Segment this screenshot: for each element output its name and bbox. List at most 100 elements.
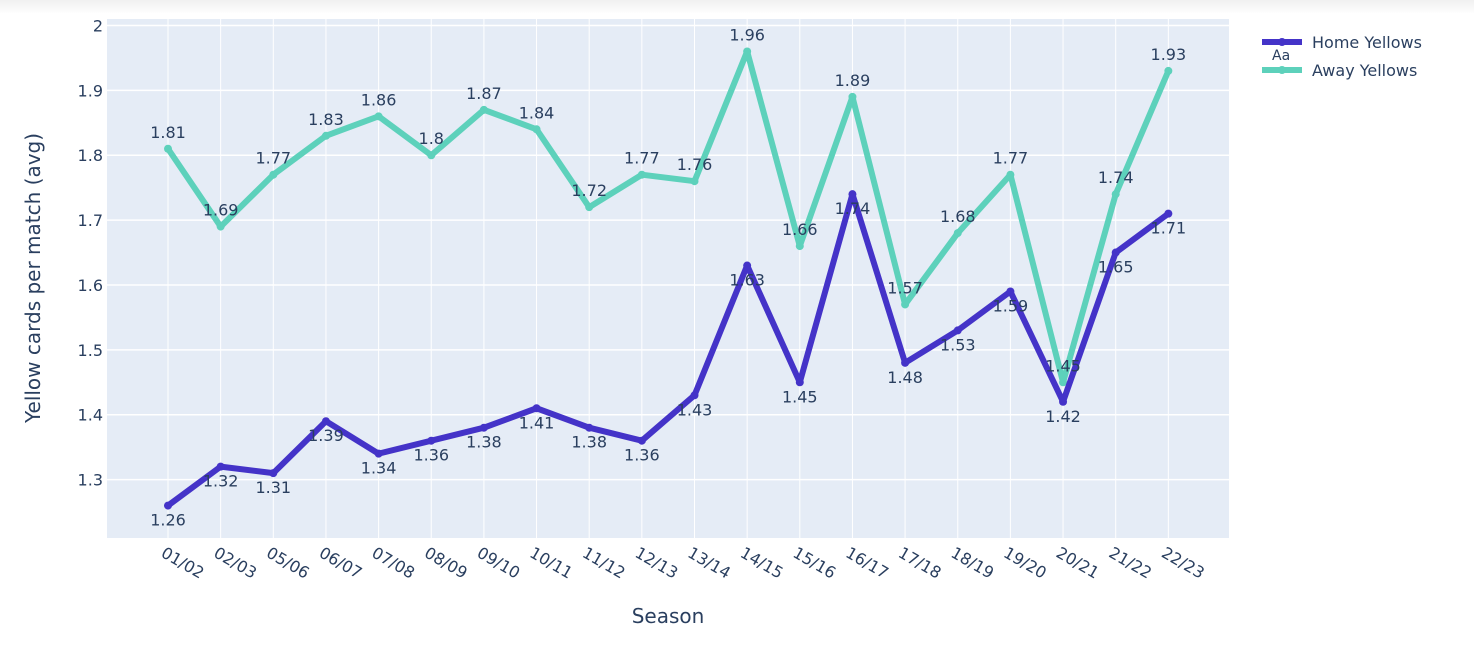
- window-top-bar: [0, 0, 1474, 14]
- legend-label: Away Yellows: [1312, 61, 1417, 80]
- data-label: 1.87: [466, 84, 502, 103]
- data-label: 1.68: [940, 207, 976, 226]
- data-point: [532, 404, 541, 413]
- data-point: [1164, 209, 1173, 218]
- data-label: 1.41: [519, 413, 555, 432]
- data-point: [690, 391, 699, 400]
- data-point: [479, 423, 488, 432]
- y-tick-label: 1.6: [78, 276, 103, 295]
- data-label: 1.26: [150, 511, 186, 530]
- data-point: [743, 47, 752, 56]
- x-tick-label: 08/09: [421, 543, 470, 583]
- x-tick-label: 19/20: [1000, 543, 1049, 583]
- grid-lines: [107, 19, 1229, 538]
- data-point: [1059, 378, 1068, 387]
- data-point: [216, 462, 225, 471]
- data-label: 1.96: [729, 25, 765, 44]
- data-label: 1.81: [150, 123, 186, 142]
- y-tick-label: 1.4: [78, 406, 103, 425]
- y-tick-label: 1.3: [78, 471, 103, 490]
- data-point: [585, 203, 594, 212]
- legend-item-home[interactable]: Home Yellows: [1262, 33, 1422, 52]
- data-label: 1.45: [782, 387, 818, 406]
- x-tick-label: 22/23: [1158, 543, 1207, 583]
- data-point: [427, 436, 436, 445]
- data-label: 1.66: [782, 220, 818, 239]
- y-tick-label: 1.9: [78, 81, 103, 100]
- data-point: [321, 417, 330, 426]
- data-point: [479, 105, 488, 114]
- data-point: [690, 177, 699, 186]
- x-tick-label: 12/13: [632, 543, 681, 583]
- data-point: [427, 151, 436, 160]
- data-point: [164, 501, 172, 510]
- data-label: 1.39: [308, 426, 344, 445]
- y-tick-labels: 1.3 1.4 1.5 1.6 1.7 1.8 1.9 2: [78, 16, 103, 489]
- y-axis-title: Yellow cards per match (avg): [21, 133, 45, 424]
- data-label: 1.59: [993, 296, 1029, 315]
- legend-marker: [1278, 38, 1286, 46]
- x-tick-label: 17/18: [895, 543, 944, 583]
- data-point: [901, 358, 910, 367]
- x-tick-label: 09/10: [474, 543, 523, 583]
- data-point: [374, 449, 383, 458]
- legend-item-away[interactable]: Away Yellows: [1262, 61, 1417, 80]
- data-label: 1.89: [835, 71, 871, 90]
- data-label: 1.42: [1045, 407, 1081, 426]
- data-label: 1.86: [361, 90, 397, 109]
- data-label: 1.53: [940, 335, 976, 354]
- data-label: 1.8: [419, 129, 444, 148]
- data-label: 1.43: [677, 400, 713, 419]
- data-label: 1.63: [729, 271, 765, 290]
- data-label: 1.36: [624, 446, 660, 465]
- data-labels: 1.26 1.32 1.31 1.39 1.34 1.36 1.38 1.41 1.38 1.36…: [150, 25, 1186, 529]
- data-label: 1.32: [203, 472, 239, 491]
- data-point: [321, 131, 330, 140]
- data-point: [795, 242, 804, 251]
- data-label: 1.48: [887, 368, 923, 387]
- series-line-home: [165, 191, 1172, 509]
- data-point: [848, 92, 857, 101]
- x-tick-label: 05/06: [263, 543, 312, 583]
- data-point: [743, 261, 752, 270]
- data-point: [1059, 397, 1068, 406]
- data-point: [1111, 248, 1120, 257]
- x-tick-label: 15/16: [790, 543, 839, 583]
- x-tick-label: 21/22: [1106, 543, 1155, 583]
- data-label: 1.77: [993, 149, 1029, 168]
- x-tick-label: 18/19: [948, 543, 997, 583]
- data-label: 1.84: [519, 103, 555, 122]
- legend-label: Home Yellows: [1312, 33, 1422, 52]
- data-label: 1.57: [887, 278, 923, 297]
- y-tick-label: 1.8: [78, 146, 103, 165]
- data-label: 1.77: [624, 149, 660, 168]
- x-tick-label: 07/08: [369, 543, 418, 583]
- x-tick-label: 06/07: [316, 543, 365, 583]
- data-label: 1.36: [413, 446, 449, 465]
- data-label: 1.74: [1098, 168, 1134, 187]
- y-tick-label: 1.7: [78, 211, 103, 230]
- data-point: [901, 300, 910, 309]
- x-tick-label: 13/14: [685, 543, 734, 583]
- data-point: [848, 190, 857, 199]
- data-point: [953, 326, 962, 335]
- data-label: 1.65: [1098, 258, 1134, 277]
- data-label: 1.74: [835, 199, 871, 218]
- legend-marker: [1278, 66, 1286, 74]
- data-point: [585, 423, 594, 432]
- data-point: [216, 222, 225, 231]
- data-point: [532, 125, 541, 134]
- x-tick-label: 14/15: [737, 543, 786, 583]
- data-point: [1006, 170, 1015, 179]
- data-label: 1.77: [255, 149, 291, 168]
- data-label: 1.38: [571, 433, 607, 452]
- x-tick-labels: 01/02 02/03 05/06 06/07 07/08 08/09 09/10 10/11…: [158, 543, 1208, 583]
- data-point: [795, 378, 804, 387]
- legend-marker-text: Aa: [1272, 48, 1290, 64]
- x-tick-label: 01/02: [158, 543, 207, 583]
- data-point: [374, 112, 383, 121]
- data-label: 1.72: [571, 181, 607, 200]
- x-tick-label: 11/12: [579, 543, 628, 583]
- legend[interactable]: Home Yellows Away Yellows Aa: [1262, 33, 1422, 80]
